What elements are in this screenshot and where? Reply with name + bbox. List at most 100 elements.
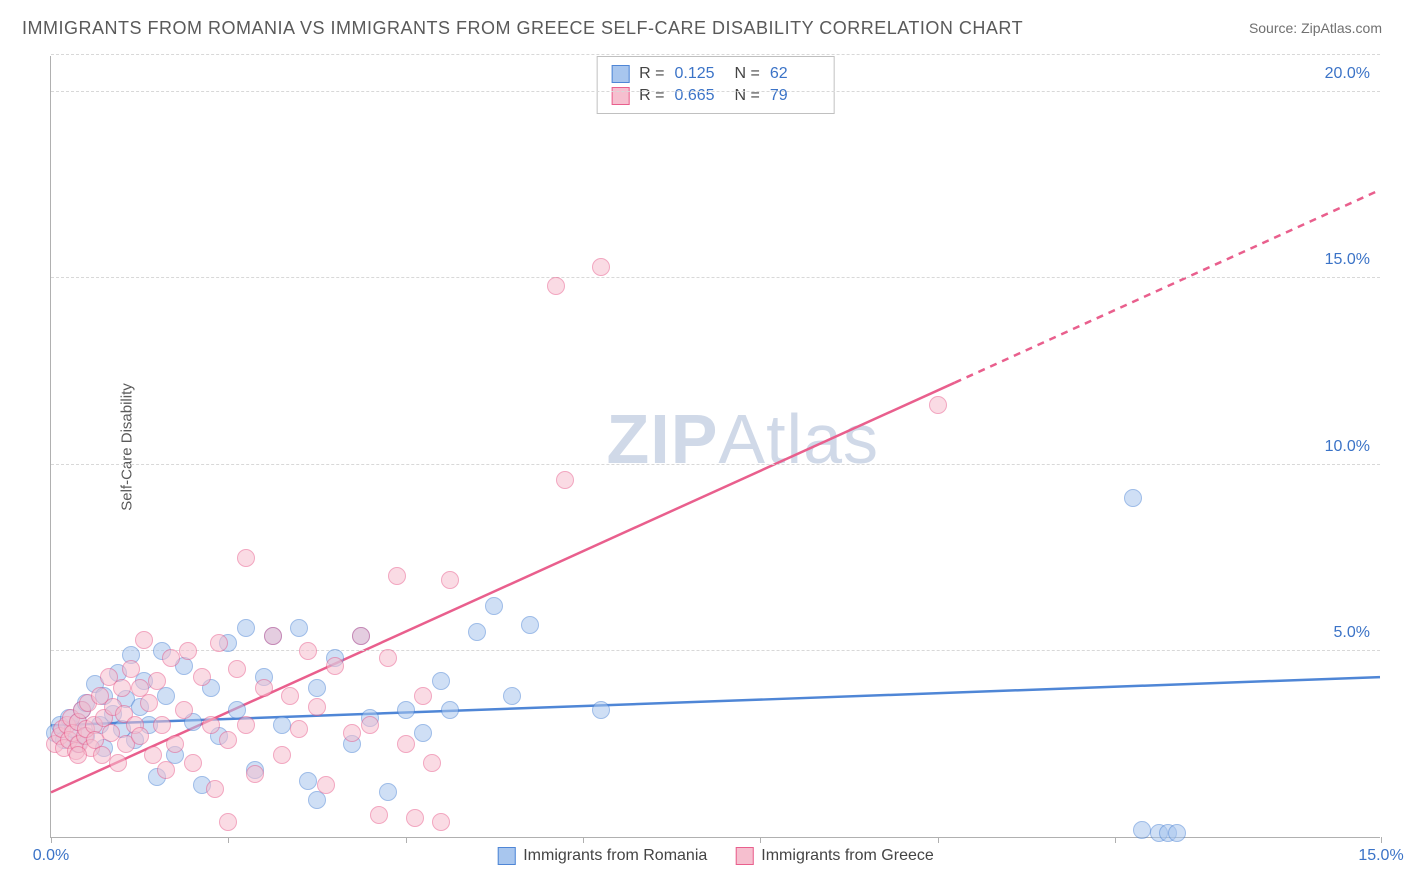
data-point: [317, 776, 335, 794]
data-point: [388, 567, 406, 585]
x-tick-mark: [1381, 837, 1382, 843]
data-point: [423, 754, 441, 772]
n-label: N =: [735, 85, 760, 107]
data-point: [175, 701, 193, 719]
data-point: [281, 687, 299, 705]
r-value-romania: 0.125: [675, 63, 725, 85]
data-point: [432, 813, 450, 831]
data-point: [237, 716, 255, 734]
gridline: [51, 54, 1380, 55]
plot-area: Self-Care Disability ZIPAtlas R = 0.125 …: [50, 56, 1380, 838]
data-point: [144, 746, 162, 764]
swatch-greece-icon: [735, 847, 753, 865]
data-point: [273, 746, 291, 764]
y-tick-label: 15.0%: [1325, 251, 1370, 269]
data-point: [397, 701, 415, 719]
data-point: [326, 657, 344, 675]
stats-row-greece: R = 0.665 N = 79: [611, 85, 820, 107]
swatch-romania-icon: [611, 65, 629, 83]
data-point: [592, 258, 610, 276]
source-attribution: Source: ZipAtlas.com: [1249, 20, 1382, 36]
data-point: [308, 698, 326, 716]
data-point: [370, 806, 388, 824]
chart-container: IMMIGRANTS FROM ROMANIA VS IMMIGRANTS FR…: [0, 0, 1406, 892]
data-point: [109, 754, 127, 772]
data-point: [157, 761, 175, 779]
data-point: [290, 720, 308, 738]
data-point: [193, 668, 211, 686]
x-tick-mark: [406, 837, 407, 843]
data-point: [468, 623, 486, 641]
stats-legend: R = 0.125 N = 62 R = 0.665 N = 79: [596, 56, 835, 114]
y-tick-label: 20.0%: [1325, 65, 1370, 83]
data-point: [414, 687, 432, 705]
data-point: [379, 649, 397, 667]
data-point: [255, 679, 273, 697]
data-point: [1133, 821, 1151, 839]
data-point: [122, 660, 140, 678]
series-legend: Immigrants from Romania Immigrants from …: [497, 847, 934, 865]
x-tick-label: 15.0%: [1358, 847, 1403, 865]
gridline: [51, 464, 1380, 465]
data-point: [184, 754, 202, 772]
data-point: [179, 642, 197, 660]
data-point: [166, 735, 184, 753]
data-point: [441, 701, 459, 719]
data-point: [592, 701, 610, 719]
data-point: [202, 716, 220, 734]
r-label: R =: [639, 63, 664, 85]
data-point: [929, 396, 947, 414]
data-point: [299, 642, 317, 660]
data-point: [299, 772, 317, 790]
x-tick-mark: [938, 837, 939, 843]
x-tick-mark: [1115, 837, 1116, 843]
x-tick-mark: [51, 837, 52, 843]
data-point: [406, 809, 424, 827]
x-tick-mark: [760, 837, 761, 843]
data-point: [361, 716, 379, 734]
chart-title: IMMIGRANTS FROM ROMANIA VS IMMIGRANTS FR…: [22, 18, 1023, 39]
legend-item-greece: Immigrants from Greece: [735, 847, 933, 865]
n-label: N =: [735, 63, 760, 85]
swatch-greece-icon: [611, 87, 629, 105]
data-point: [485, 597, 503, 615]
data-point: [397, 735, 415, 753]
data-point: [246, 765, 264, 783]
data-point: [521, 616, 539, 634]
stats-row-romania: R = 0.125 N = 62: [611, 63, 820, 85]
data-point: [162, 649, 180, 667]
r-value-greece: 0.665: [675, 85, 725, 107]
data-point: [113, 679, 131, 697]
data-point: [131, 727, 149, 745]
data-point: [1168, 824, 1186, 842]
data-point: [1124, 489, 1142, 507]
x-tick-mark: [228, 837, 229, 843]
data-point: [69, 746, 87, 764]
data-point: [219, 813, 237, 831]
n-value-romania: 62: [770, 63, 820, 85]
y-tick-label: 5.0%: [1334, 624, 1370, 642]
data-point: [219, 731, 237, 749]
data-point: [547, 277, 565, 295]
series-name-romania: Immigrants from Romania: [523, 847, 707, 865]
data-point: [290, 619, 308, 637]
data-point: [273, 716, 291, 734]
data-point: [228, 660, 246, 678]
data-point: [210, 634, 228, 652]
data-point: [441, 571, 459, 589]
data-point: [503, 687, 521, 705]
data-point: [237, 619, 255, 637]
data-point: [148, 672, 166, 690]
gridline: [51, 91, 1380, 92]
x-tick-label: 0.0%: [33, 847, 69, 865]
data-point: [432, 672, 450, 690]
data-point: [264, 627, 282, 645]
data-point: [352, 627, 370, 645]
data-point: [206, 780, 224, 798]
swatch-romania-icon: [497, 847, 515, 865]
legend-item-romania: Immigrants from Romania: [497, 847, 707, 865]
data-point: [556, 471, 574, 489]
data-point: [414, 724, 432, 742]
data-point: [131, 679, 149, 697]
gridline: [51, 650, 1380, 651]
